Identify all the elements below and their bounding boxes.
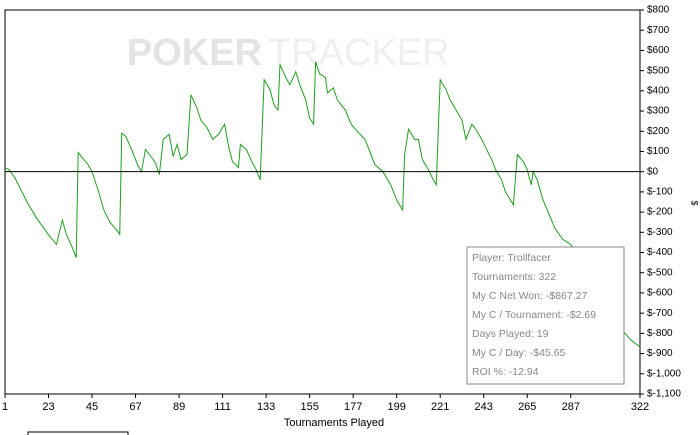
x-tick-label: 155 [300,401,318,413]
info-line: Tournaments: 322 [472,271,556,283]
info-line: ROI %: -12.94 [472,366,539,378]
x-tick-label: 199 [388,401,406,413]
info-line: My C / Tournament: -$2.69 [472,309,596,321]
y-tick-label: $-900 [647,348,673,359]
y-tick-label: $100 [647,146,670,157]
y-tick-label: $700 [647,25,670,36]
y-tick-label: $-200 [647,207,673,218]
y-tick-label: $800 [647,5,670,16]
x-tick-label: 221 [431,401,449,413]
y-tick-label: $0 [647,166,659,177]
y-tick-label: $-600 [647,288,673,299]
info-line: Player: Trollfacer [472,252,551,264]
x-tick-label: 23 [42,401,54,413]
info-frame [466,246,625,385]
control [27,431,129,435]
y-tick-label: $-500 [647,267,673,278]
x-tick-label: 133 [257,401,275,413]
x-tick-label: 177 [344,401,362,413]
watermark: TRACKER [268,32,450,74]
y-axis-label: $ [690,200,700,205]
y-tick-label: $300 [647,106,670,117]
x-axis-label: Tournaments Played [284,417,384,429]
info-line: Days Played: 19 [472,328,549,340]
data-line [4,61,641,348]
y-tick-label: $-800 [647,328,673,339]
y-tick-label: $-100 [647,187,673,198]
x-tick-label: 322 [631,401,649,413]
y-tick-label: $200 [647,126,670,137]
info-box: Player: Trollfacer Tournaments: 322 My C N… [466,246,625,385]
x-tick-label: 243 [475,401,493,413]
info-line: My C / Day: -$45.65 [472,347,566,359]
watermark: POKER [127,32,262,74]
x-tick-label: 111 [214,401,231,413]
plot-frame [4,9,641,395]
x-tick-label: 1 [2,401,8,413]
y-tick-label: $600 [647,45,670,56]
y-tick-label: $-1,000 [647,368,681,379]
x-tick-label: 89 [173,401,185,413]
y-tick-label: $-1,100 [647,389,681,400]
x-tick-label: 265 [518,401,536,413]
x-tick-label: 45 [86,401,98,413]
y-tick-label: $500 [647,65,670,76]
x-tick-label: 67 [129,401,141,413]
y-tick-label: $400 [647,85,670,96]
y-tick-label: $-400 [647,247,673,258]
y-tick-label: $-300 [647,227,673,238]
x-tick-label: 287 [562,401,580,413]
y-tick-label: $-700 [647,308,673,319]
info-line: My C Net Won: -$867.27 [472,290,588,302]
